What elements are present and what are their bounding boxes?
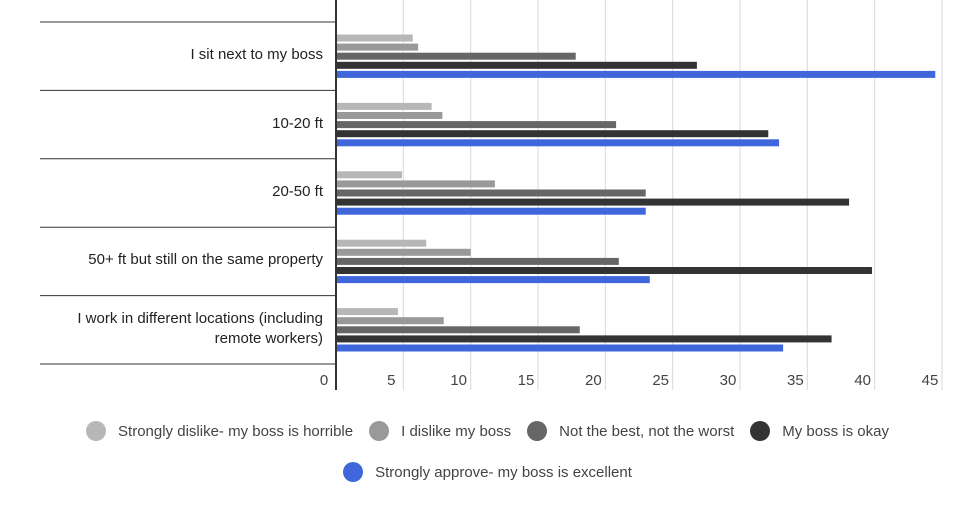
bar [337,139,780,147]
legend-item: My boss is okay [750,421,889,441]
x-tick-label: 10 [450,372,467,389]
category-label-line: I sit next to my boss [190,46,323,64]
bar [337,276,650,284]
category-label-line: 10-20 ft [272,114,323,132]
bar [337,257,619,265]
x-tick-label: 20 [585,372,602,389]
bar [337,130,769,138]
bar [337,317,444,325]
category-label: I work in different locations (including… [23,309,323,349]
bar [337,70,936,78]
bar [337,198,850,206]
bar [337,335,832,343]
category-label-line: 50+ ft but still on the same property [88,251,323,269]
category-label-line: 20-50 ft [272,183,323,200]
category-label: 50+ ft but still on the same property [23,250,323,270]
legend-item: Strongly dislike- my boss is horrible [86,421,353,441]
category-label: 10-20 ft [23,114,323,134]
category-label: 20-50 ft [23,182,323,202]
category-label-line: remote workers) [214,329,323,347]
legend-swatch [343,462,364,482]
bar [337,207,646,215]
x-tick-label: 40 [854,372,871,389]
x-tick-label: 25 [652,372,669,389]
legend-label: My boss is okay [782,422,889,440]
x-tick-label: 45 [922,372,939,389]
legend-item: Not the best, not the worst [527,421,734,441]
bar [337,121,617,129]
legend-label: Strongly dislike- my boss is horrible [118,422,354,440]
x-tick-label: 35 [787,372,804,389]
bar [337,308,398,316]
x-tick-label: 30 [720,372,737,389]
legend-row-2: Strongly approve- my boss is excellent [0,462,975,482]
legend-row-1: Strongly dislike- my boss is horrible I d… [0,421,975,441]
x-tick-label: 5 [387,372,395,389]
legend-swatch [527,421,548,441]
legend-item: Strongly approve- my boss is excellent [343,462,632,482]
bar [337,326,580,334]
bar [337,248,471,256]
bar [337,112,443,119]
legend-label: Not the best, not the worst [559,422,735,440]
legend-label: Strongly approve- my boss is excellent [375,463,632,481]
category-label-line: I work in different locations (including [77,309,323,327]
legend-label: I dislike my boss [401,422,512,440]
bar-chart: 0 5 10 15 20 25 30 35 40 45 [40,0,943,390]
bar [337,61,697,69]
bar [337,52,576,60]
legend-swatch [369,421,390,441]
bar [337,189,646,197]
bar [337,344,784,352]
bar [337,171,402,179]
x-tick-label: 0 [320,372,328,389]
bar [337,180,495,188]
bar [337,34,413,42]
bar [337,267,872,274]
bar [337,43,419,51]
x-tick-label: 15 [518,372,535,389]
bar [337,239,427,247]
legend-swatch [86,421,107,441]
category-label: I sit next to my boss [23,45,323,65]
legend-swatch [750,421,771,441]
bar [337,102,432,110]
legend-item: I dislike my boss [369,421,511,441]
